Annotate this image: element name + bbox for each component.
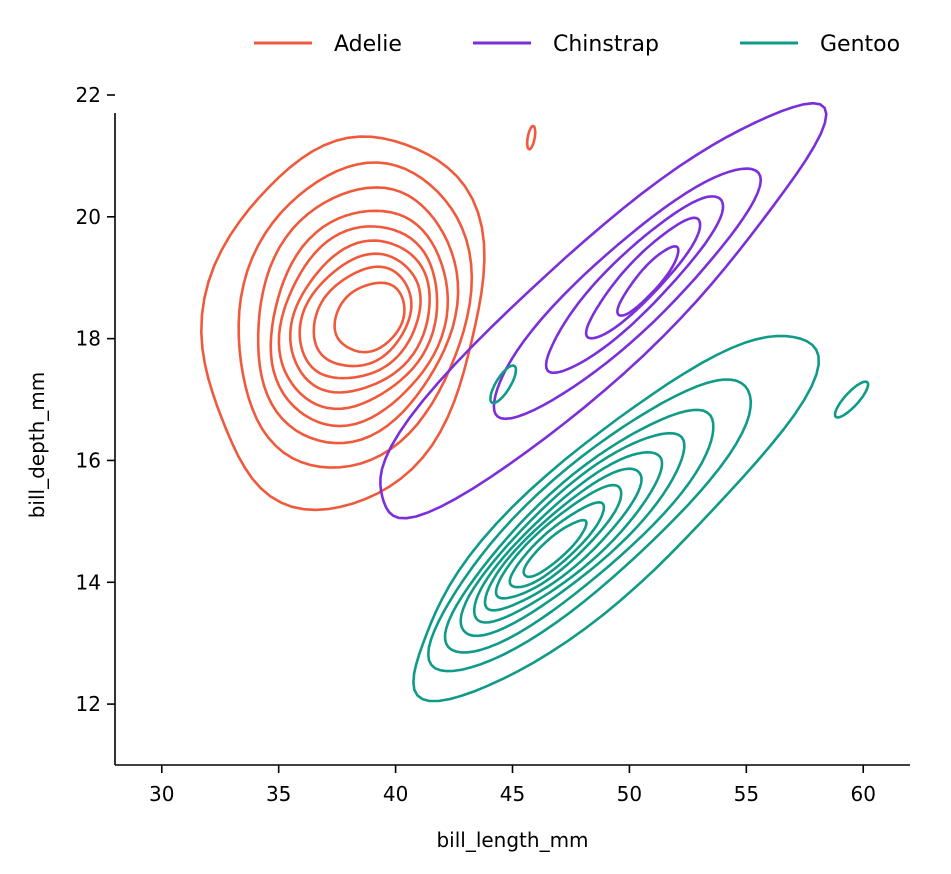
y-ticks: 12 14 16 18 20 22 xyxy=(76,83,115,716)
x-tick-label: 35 xyxy=(266,782,291,806)
x-ticks: 30 35 40 45 50 55 60 xyxy=(149,765,876,806)
legend: Adelie Chinstrap Gentoo xyxy=(254,32,900,57)
chinstrap-contour-level-4 xyxy=(584,216,702,340)
adelie-contour-level-1 xyxy=(200,135,486,512)
legend-label-chinstrap: Chinstrap xyxy=(553,32,659,57)
x-tick-label: 45 xyxy=(500,782,525,806)
x-tick-label: 55 xyxy=(734,782,759,806)
y-axis-label: bill_depth_mm xyxy=(25,372,49,519)
chinstrap-contour-level-3 xyxy=(544,195,725,374)
adelie-contour-level-2 xyxy=(237,161,474,469)
gentoo-contour-level-4 xyxy=(459,431,686,638)
adelie-contour-level-8 xyxy=(312,265,413,368)
series-adelie xyxy=(200,124,537,512)
gentoo-contour-level-9 xyxy=(522,518,588,579)
adelie-contour-level-6 xyxy=(289,239,431,394)
axes: 30 35 40 45 50 55 60 12 14 16 18 20 22 bill_length_… xyxy=(25,83,910,852)
gentoo-contour-level-6 xyxy=(483,467,643,612)
series-gentoo xyxy=(412,334,870,703)
gentoo-contour-level-1 xyxy=(412,334,820,703)
chinstrap-contour-level-2 xyxy=(492,167,763,421)
adelie-contour-island-1 xyxy=(525,124,537,151)
y-tick-label: 22 xyxy=(76,83,101,107)
x-axis-label: bill_length_mm xyxy=(436,828,588,852)
y-tick-label: 18 xyxy=(76,327,101,351)
legend-label-gentoo: Gentoo xyxy=(820,32,900,57)
adelie-contour-level-4 xyxy=(269,209,450,428)
y-tick-label: 16 xyxy=(76,448,101,472)
adelie-contour-level-9 xyxy=(333,281,406,354)
y-tick-label: 20 xyxy=(76,205,101,229)
contour-layer xyxy=(200,101,870,703)
chinstrap-contour-level-5 xyxy=(616,245,680,317)
chinstrap-contour-level-1 xyxy=(379,101,828,520)
gentoo-contour-level-8 xyxy=(508,501,606,589)
x-tick-label: 50 xyxy=(617,782,642,806)
gentoo-contour-level-7 xyxy=(494,483,623,600)
x-tick-label: 60 xyxy=(851,782,876,806)
gentoo-contour-level-5 xyxy=(473,451,664,624)
x-tick-label: 40 xyxy=(383,782,408,806)
gentoo-contour-level-3 xyxy=(443,408,715,654)
adelie-contour-level-5 xyxy=(277,225,439,411)
adelie-contour-level-7 xyxy=(298,252,422,380)
series-chinstrap xyxy=(379,101,828,520)
x-tick-label: 30 xyxy=(149,782,174,806)
gentoo-contour-island-1 xyxy=(833,380,870,419)
adelie-contour-level-3 xyxy=(256,186,460,445)
gentoo-contour-level-2 xyxy=(427,378,753,673)
y-tick-label: 12 xyxy=(76,692,101,716)
legend-label-adelie: Adelie xyxy=(334,32,402,57)
y-tick-label: 14 xyxy=(76,570,101,594)
gentoo-contour-island-2 xyxy=(489,364,518,405)
